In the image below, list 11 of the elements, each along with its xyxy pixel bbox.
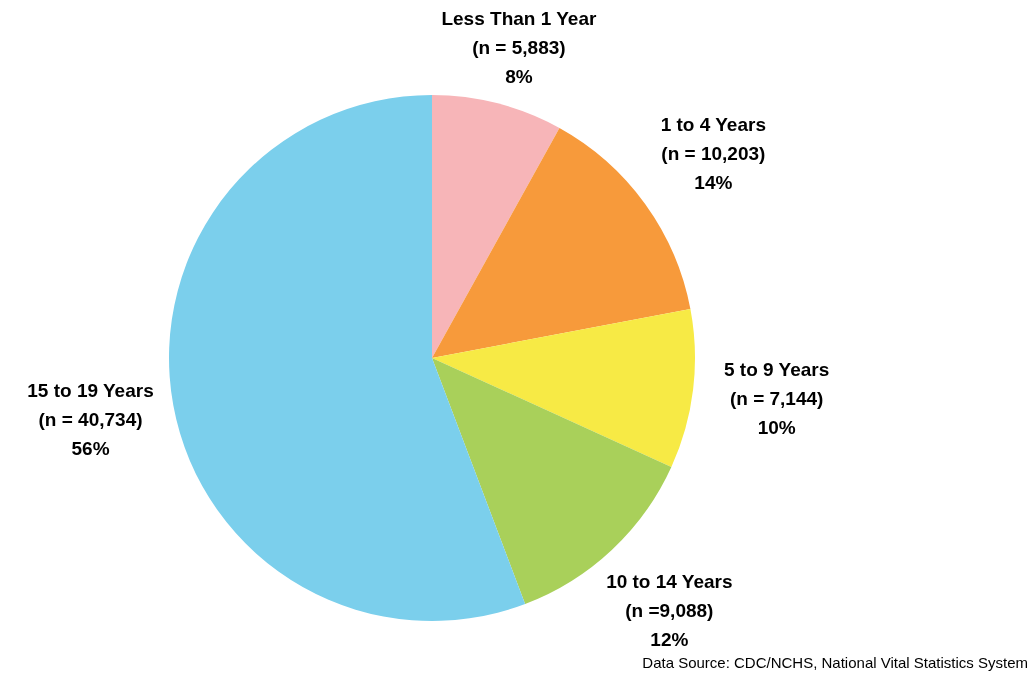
source-note: Data Source: CDC/NCHS, National Vital Statistics System xyxy=(642,654,1028,671)
data-label: (n = 5,883) 8% xyxy=(472,37,566,88)
slice-label: 15 to 19 Years xyxy=(27,379,154,401)
slice-label: 10 to 14 Years xyxy=(606,570,733,592)
slice-label: 5 to 9 Years xyxy=(724,358,830,380)
data-label: (n =9,088) 12% xyxy=(625,599,714,650)
data-label: (n = 40,734) 56% xyxy=(38,408,143,459)
slice-label: Less Than 1 Year xyxy=(441,8,597,30)
slice-label: 1 to 4 Years xyxy=(660,113,766,135)
data-label: (n = 10,203) 14% xyxy=(661,142,766,193)
data-label: (n = 7,144) 10% xyxy=(729,387,824,438)
